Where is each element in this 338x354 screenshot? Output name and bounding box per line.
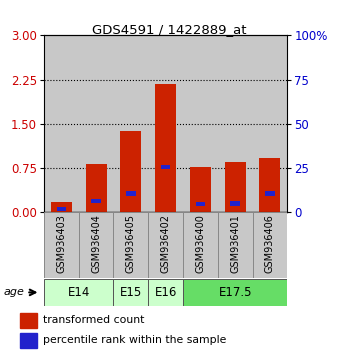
Bar	[51, 202, 72, 212]
Bar	[86, 164, 106, 212]
Bar	[44, 279, 114, 306]
Bar	[20, 313, 37, 328]
Text: GDS4591 / 1422889_at: GDS4591 / 1422889_at	[92, 23, 246, 36]
Bar	[79, 35, 114, 212]
Bar	[196, 202, 205, 206]
Text: percentile rank within the sample: percentile rank within the sample	[43, 335, 227, 345]
Text: GSM936406: GSM936406	[265, 215, 275, 273]
Text: GSM936405: GSM936405	[126, 215, 136, 273]
Bar	[44, 212, 79, 278]
Text: E17.5: E17.5	[218, 286, 252, 299]
Bar	[79, 212, 114, 278]
Bar	[225, 162, 246, 212]
Bar	[114, 35, 148, 212]
Bar	[161, 165, 170, 169]
Text: transformed count: transformed count	[43, 315, 145, 325]
Bar	[218, 212, 252, 278]
Bar	[120, 131, 141, 212]
Bar	[114, 212, 148, 278]
Bar	[231, 201, 240, 206]
Bar	[148, 212, 183, 278]
Bar	[265, 192, 274, 195]
Bar	[91, 199, 101, 203]
Bar	[148, 35, 183, 212]
Text: GSM936400: GSM936400	[195, 215, 206, 273]
Text: GSM936404: GSM936404	[91, 215, 101, 273]
Bar	[126, 192, 136, 195]
Text: GSM936402: GSM936402	[161, 215, 171, 273]
Bar	[114, 279, 148, 306]
Bar	[190, 167, 211, 212]
Text: age: age	[3, 287, 24, 297]
Text: GSM936403: GSM936403	[56, 215, 66, 273]
Bar	[155, 84, 176, 212]
Bar	[252, 35, 287, 212]
Bar	[44, 35, 79, 212]
Bar	[183, 35, 218, 212]
Bar	[20, 332, 37, 348]
Bar	[183, 279, 287, 306]
Bar	[183, 212, 218, 278]
Text: GSM936401: GSM936401	[230, 215, 240, 273]
Bar	[218, 35, 252, 212]
Text: E15: E15	[120, 286, 142, 299]
Bar	[148, 279, 183, 306]
Text: E16: E16	[154, 286, 177, 299]
Bar	[260, 158, 280, 212]
Bar	[57, 207, 66, 211]
Bar	[252, 212, 287, 278]
Text: E14: E14	[68, 286, 90, 299]
